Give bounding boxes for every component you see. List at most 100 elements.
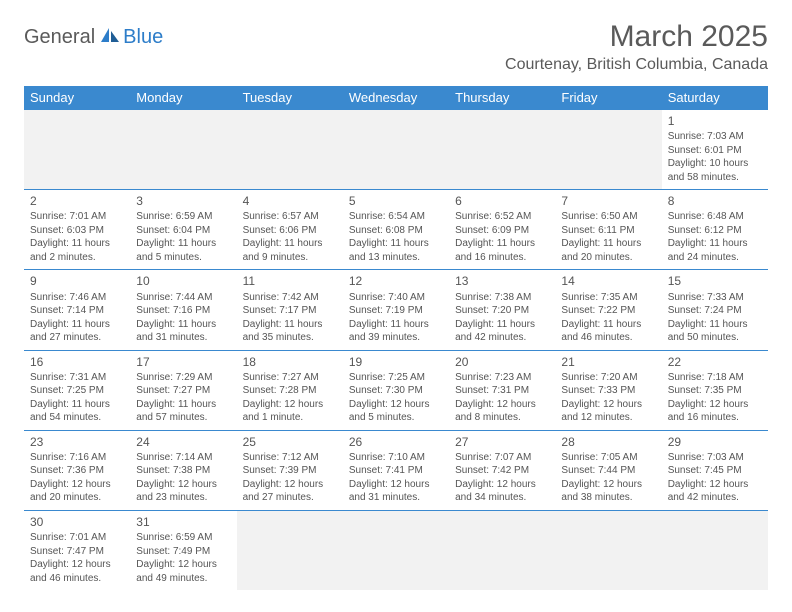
sunrise-text: Sunrise: 7:40 AM (349, 291, 443, 305)
daylight-text: Daylight: 12 hours (30, 558, 124, 572)
day-header: Friday (555, 86, 661, 110)
daylight-text: Daylight: 11 hours (136, 237, 230, 251)
sunset-text: Sunset: 7:28 PM (243, 384, 337, 398)
calendar-day-cell: 27Sunrise: 7:07 AMSunset: 7:42 PMDayligh… (449, 430, 555, 510)
sunrise-text: Sunrise: 6:50 AM (561, 210, 655, 224)
daylight-text: Daylight: 11 hours (561, 318, 655, 332)
sunset-text: Sunset: 6:08 PM (349, 224, 443, 238)
daylight-text: Daylight: 10 hours (668, 157, 762, 171)
daylight-text: and 35 minutes. (243, 331, 337, 345)
daylight-text: and 31 minutes. (136, 331, 230, 345)
calendar-day-cell: 1Sunrise: 7:03 AMSunset: 6:01 PMDaylight… (662, 110, 768, 190)
sunrise-text: Sunrise: 7:27 AM (243, 371, 337, 385)
calendar-blank-cell (343, 110, 449, 190)
sunset-text: Sunset: 7:25 PM (30, 384, 124, 398)
sunrise-text: Sunrise: 7:42 AM (243, 291, 337, 305)
daylight-text: Daylight: 11 hours (30, 398, 124, 412)
calendar-week-row: 9Sunrise: 7:46 AMSunset: 7:14 PMDaylight… (24, 270, 768, 350)
day-number: 25 (243, 434, 337, 450)
sunset-text: Sunset: 6:01 PM (668, 144, 762, 158)
daylight-text: Daylight: 12 hours (668, 398, 762, 412)
sunrise-text: Sunrise: 7:44 AM (136, 291, 230, 305)
day-header: Thursday (449, 86, 555, 110)
daylight-text: Daylight: 11 hours (561, 237, 655, 251)
calendar-blank-cell (237, 510, 343, 590)
daylight-text: and 39 minutes. (349, 331, 443, 345)
calendar-week-row: 23Sunrise: 7:16 AMSunset: 7:36 PMDayligh… (24, 430, 768, 510)
day-header: Sunday (24, 86, 130, 110)
sunrise-text: Sunrise: 7:01 AM (30, 210, 124, 224)
sunset-text: Sunset: 7:19 PM (349, 304, 443, 318)
daylight-text: and 34 minutes. (455, 491, 549, 505)
calendar-header-row: SundayMondayTuesdayWednesdayThursdayFrid… (24, 86, 768, 110)
daylight-text: Daylight: 11 hours (30, 318, 124, 332)
calendar-day-cell: 26Sunrise: 7:10 AMSunset: 7:41 PMDayligh… (343, 430, 449, 510)
sunrise-text: Sunrise: 7:18 AM (668, 371, 762, 385)
calendar-blank-cell (343, 510, 449, 590)
day-number: 31 (136, 514, 230, 530)
day-number: 18 (243, 354, 337, 370)
sunset-text: Sunset: 7:44 PM (561, 464, 655, 478)
daylight-text: and 42 minutes. (455, 331, 549, 345)
location-subtitle: Courtenay, British Columbia, Canada (505, 56, 768, 74)
sunrise-text: Sunrise: 7:01 AM (30, 531, 124, 545)
day-header: Saturday (662, 86, 768, 110)
sunrise-text: Sunrise: 7:03 AM (668, 451, 762, 465)
calendar-blank-cell (237, 110, 343, 190)
daylight-text: Daylight: 12 hours (561, 398, 655, 412)
calendar-day-cell: 10Sunrise: 7:44 AMSunset: 7:16 PMDayligh… (130, 270, 236, 350)
daylight-text: and 49 minutes. (136, 572, 230, 586)
calendar-day-cell: 9Sunrise: 7:46 AMSunset: 7:14 PMDaylight… (24, 270, 130, 350)
sunset-text: Sunset: 7:24 PM (668, 304, 762, 318)
daylight-text: Daylight: 11 hours (243, 237, 337, 251)
sunset-text: Sunset: 7:17 PM (243, 304, 337, 318)
daylight-text: Daylight: 11 hours (668, 318, 762, 332)
sunrise-text: Sunrise: 6:59 AM (136, 210, 230, 224)
sunrise-text: Sunrise: 7:03 AM (668, 130, 762, 144)
calendar-day-cell: 12Sunrise: 7:40 AMSunset: 7:19 PMDayligh… (343, 270, 449, 350)
daylight-text: Daylight: 12 hours (349, 398, 443, 412)
calendar-week-row: 1Sunrise: 7:03 AMSunset: 6:01 PMDaylight… (24, 110, 768, 190)
daylight-text: Daylight: 12 hours (30, 478, 124, 492)
calendar-day-cell: 6Sunrise: 6:52 AMSunset: 6:09 PMDaylight… (449, 190, 555, 270)
sunset-text: Sunset: 6:12 PM (668, 224, 762, 238)
calendar-day-cell: 21Sunrise: 7:20 AMSunset: 7:33 PMDayligh… (555, 350, 661, 430)
day-number: 1 (668, 113, 762, 129)
day-number: 3 (136, 193, 230, 209)
daylight-text: and 20 minutes. (30, 491, 124, 505)
daylight-text: and 9 minutes. (243, 251, 337, 265)
daylight-text: Daylight: 12 hours (243, 398, 337, 412)
daylight-text: Daylight: 12 hours (455, 478, 549, 492)
daylight-text: and 27 minutes. (30, 331, 124, 345)
calendar-blank-cell (555, 110, 661, 190)
daylight-text: and 12 minutes. (561, 411, 655, 425)
calendar-day-cell: 28Sunrise: 7:05 AMSunset: 7:44 PMDayligh… (555, 430, 661, 510)
sunset-text: Sunset: 7:41 PM (349, 464, 443, 478)
calendar-table: SundayMondayTuesdayWednesdayThursdayFrid… (24, 86, 768, 590)
calendar-day-cell: 19Sunrise: 7:25 AMSunset: 7:30 PMDayligh… (343, 350, 449, 430)
daylight-text: Daylight: 11 hours (30, 237, 124, 251)
sunrise-text: Sunrise: 7:16 AM (30, 451, 124, 465)
daylight-text: Daylight: 12 hours (349, 478, 443, 492)
calendar-day-cell: 8Sunrise: 6:48 AMSunset: 6:12 PMDaylight… (662, 190, 768, 270)
daylight-text: and 46 minutes. (30, 572, 124, 586)
daylight-text: and 57 minutes. (136, 411, 230, 425)
calendar-day-cell: 5Sunrise: 6:54 AMSunset: 6:08 PMDaylight… (343, 190, 449, 270)
daylight-text: and 38 minutes. (561, 491, 655, 505)
day-number: 29 (668, 434, 762, 450)
calendar-day-cell: 30Sunrise: 7:01 AMSunset: 7:47 PMDayligh… (24, 510, 130, 590)
daylight-text: and 24 minutes. (668, 251, 762, 265)
logo-text-blue: Blue (123, 26, 163, 49)
day-number: 14 (561, 273, 655, 289)
calendar-day-cell: 31Sunrise: 6:59 AMSunset: 7:49 PMDayligh… (130, 510, 236, 590)
sunset-text: Sunset: 7:27 PM (136, 384, 230, 398)
daylight-text: and 16 minutes. (668, 411, 762, 425)
daylight-text: Daylight: 11 hours (243, 318, 337, 332)
header-bar: General Blue March 2025 Courtenay, Briti… (24, 20, 768, 74)
sunset-text: Sunset: 7:20 PM (455, 304, 549, 318)
sunrise-text: Sunrise: 6:54 AM (349, 210, 443, 224)
daylight-text: and 2 minutes. (30, 251, 124, 265)
daylight-text: Daylight: 12 hours (136, 558, 230, 572)
calendar-day-cell: 20Sunrise: 7:23 AMSunset: 7:31 PMDayligh… (449, 350, 555, 430)
sunrise-text: Sunrise: 7:12 AM (243, 451, 337, 465)
